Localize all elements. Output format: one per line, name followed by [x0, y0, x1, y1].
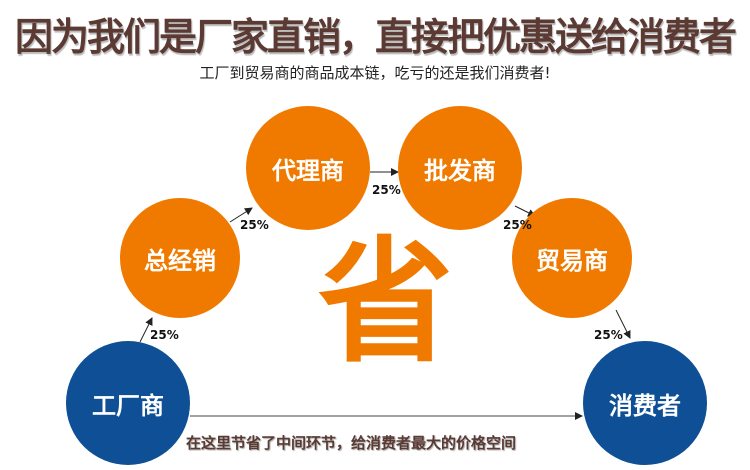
node-agent: 代理商	[246, 106, 370, 230]
markup-label: 25%	[372, 183, 401, 197]
node-general-distributor: 总经销	[120, 198, 240, 318]
save-character: 省	[318, 224, 453, 381]
node-consumer: 消费者	[583, 341, 707, 465]
headline: 因为我们是厂家直销，直接把优惠送给消费者	[14, 15, 737, 59]
node-trader: 贸易商	[512, 198, 632, 318]
markup-label: 25%	[503, 218, 532, 232]
arrow-1	[139, 317, 153, 343]
arrow-2	[229, 207, 253, 223]
footer-text: 在这里节省了中间环节，给消费者最大的价格空间	[186, 434, 517, 452]
markup-label: 25%	[240, 218, 269, 232]
subheadline: 工厂到贸易商的商品成本链，吃亏的还是我们消费者!	[199, 64, 551, 82]
markup-label: 25%	[594, 328, 623, 342]
node-factory: 工厂商	[66, 341, 190, 465]
arrow-5	[615, 309, 631, 339]
markup-label: 25%	[150, 328, 179, 342]
node-wholesaler: 批发商	[398, 106, 522, 230]
